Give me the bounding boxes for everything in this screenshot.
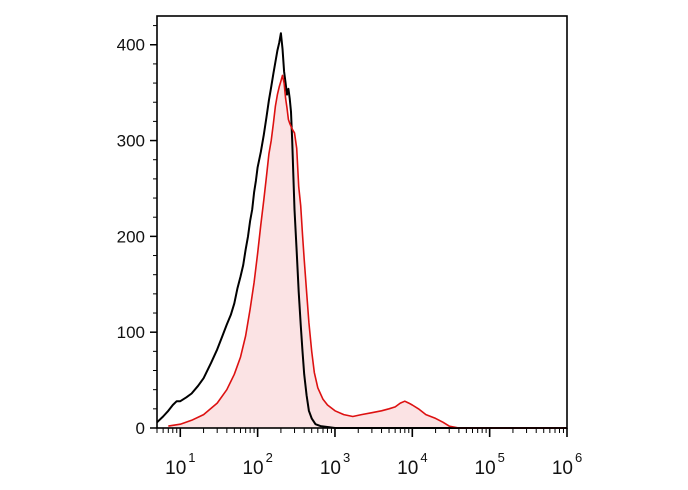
series-lines [156, 32, 567, 429]
x-tick-label: 10 [475, 458, 496, 479]
x-tick-label: 10 [397, 458, 418, 479]
series-1-line [156, 32, 567, 429]
y-axis-ticks: 0 100 200 300 400 [117, 25, 157, 438]
series-2-fill [168, 75, 568, 429]
x-tick-exponent: 4 [420, 450, 427, 465]
x-tick-exponent: 2 [266, 450, 273, 465]
x-tick-label: 10 [320, 458, 341, 479]
plot-frame [156, 15, 568, 429]
x-tick-label: 10 [552, 458, 573, 479]
series-2-line [168, 74, 567, 429]
x-tick-label: 10 [165, 458, 186, 479]
y-tick-label: 100 [117, 323, 145, 342]
x-tick-label: 10 [242, 458, 263, 479]
y-tick-label: 0 [136, 419, 145, 438]
x-tick-exponent: 3 [343, 450, 350, 465]
y-tick-label: 400 [117, 36, 145, 55]
y-tick-label: 200 [117, 227, 145, 246]
y-tick-label: 300 [117, 132, 145, 151]
x-tick-exponent: 6 [575, 450, 582, 465]
x-tick-exponent: 1 [188, 450, 195, 465]
series-fills [168, 75, 568, 429]
x-tick-exponent: 5 [498, 450, 505, 465]
